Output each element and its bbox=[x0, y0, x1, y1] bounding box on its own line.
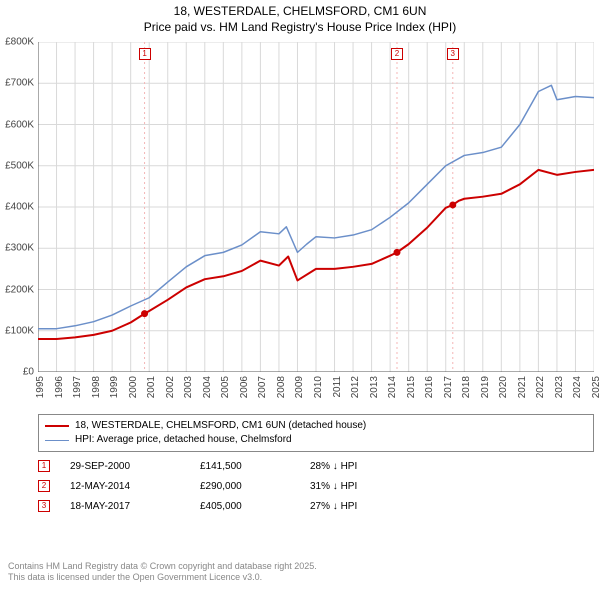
x-tick-label: 2003 bbox=[183, 376, 194, 398]
y-tick-label: £100K bbox=[0, 325, 34, 336]
x-tick-label: 2023 bbox=[554, 376, 565, 398]
legend-row: HPI: Average price, detached house, Chel… bbox=[45, 433, 587, 447]
sale-marker-box: 1 bbox=[139, 48, 151, 60]
x-tick-label: 2014 bbox=[387, 376, 398, 398]
y-tick-label: £200K bbox=[0, 284, 34, 295]
x-tick-label: 2011 bbox=[332, 376, 343, 398]
x-tick-label: 2007 bbox=[257, 376, 268, 398]
sale-marker-box: 3 bbox=[447, 48, 459, 60]
x-tick-label: 2001 bbox=[146, 376, 157, 398]
title-line1: 18, WESTERDALE, CHELMSFORD, CM1 6UN bbox=[0, 4, 600, 20]
x-tick-label: 2002 bbox=[165, 376, 176, 398]
x-tick-label: 2024 bbox=[572, 376, 583, 398]
sale-delta: 31% ↓ HPI bbox=[310, 481, 420, 492]
x-tick-label: 2021 bbox=[517, 376, 528, 398]
plot-svg bbox=[38, 42, 594, 372]
y-tick-label: £300K bbox=[0, 243, 34, 254]
x-tick-label: 2019 bbox=[480, 376, 491, 398]
x-tick-label: 2015 bbox=[406, 376, 417, 398]
attribution: Contains HM Land Registry data © Crown c… bbox=[8, 561, 317, 584]
title-block: 18, WESTERDALE, CHELMSFORD, CM1 6UN Pric… bbox=[0, 0, 600, 35]
sale-delta: 27% ↓ HPI bbox=[310, 501, 420, 512]
sales-table: 1 29-SEP-2000 £141,500 28% ↓ HPI 2 12-MA… bbox=[38, 456, 594, 516]
sale-marker-box: 2 bbox=[391, 48, 403, 60]
legend: 18, WESTERDALE, CHELMSFORD, CM1 6UN (det… bbox=[38, 414, 594, 452]
chart-container: 18, WESTERDALE, CHELMSFORD, CM1 6UN Pric… bbox=[0, 0, 600, 590]
sale-number-box: 2 bbox=[38, 480, 50, 492]
x-tick-label: 1997 bbox=[72, 376, 83, 398]
y-tick-label: £0 bbox=[0, 367, 34, 378]
sale-price: £290,000 bbox=[200, 481, 290, 492]
legend-swatch bbox=[45, 440, 69, 441]
legend-swatch bbox=[45, 425, 69, 427]
sale-date: 12-MAY-2014 bbox=[70, 481, 180, 492]
x-tick-label: 2010 bbox=[313, 376, 324, 398]
x-tick-label: 2006 bbox=[239, 376, 250, 398]
sale-price: £405,000 bbox=[200, 501, 290, 512]
y-tick-label: £600K bbox=[0, 119, 34, 130]
x-tick-label: 2013 bbox=[369, 376, 380, 398]
sale-delta: 28% ↓ HPI bbox=[310, 461, 420, 472]
x-tick-label: 2025 bbox=[591, 376, 600, 398]
x-tick-label: 2009 bbox=[294, 376, 305, 398]
x-tick-label: 2005 bbox=[220, 376, 231, 398]
x-tick-label: 2000 bbox=[128, 376, 139, 398]
chart-area: £0£100K£200K£300K£400K£500K£600K£700K£80… bbox=[38, 42, 594, 372]
x-tick-label: 1995 bbox=[35, 376, 46, 398]
x-tick-label: 1999 bbox=[109, 376, 120, 398]
legend-label: HPI: Average price, detached house, Chel… bbox=[75, 433, 292, 447]
sale-date: 18-MAY-2017 bbox=[70, 501, 180, 512]
sale-date: 29-SEP-2000 bbox=[70, 461, 180, 472]
title-line2: Price paid vs. HM Land Registry's House … bbox=[0, 20, 600, 36]
attribution-line1: Contains HM Land Registry data © Crown c… bbox=[8, 561, 317, 573]
x-tick-label: 1998 bbox=[91, 376, 102, 398]
y-tick-label: £400K bbox=[0, 202, 34, 213]
x-tick-label: 2016 bbox=[424, 376, 435, 398]
x-tick-label: 2018 bbox=[461, 376, 472, 398]
y-tick-label: £700K bbox=[0, 78, 34, 89]
legend-label: 18, WESTERDALE, CHELMSFORD, CM1 6UN (det… bbox=[75, 419, 366, 433]
attribution-line2: This data is licensed under the Open Gov… bbox=[8, 572, 317, 584]
x-tick-label: 2022 bbox=[535, 376, 546, 398]
y-tick-label: £500K bbox=[0, 160, 34, 171]
sale-price: £141,500 bbox=[200, 461, 290, 472]
x-tick-label: 2008 bbox=[276, 376, 287, 398]
x-tick-label: 1996 bbox=[54, 376, 65, 398]
sale-number-box: 1 bbox=[38, 460, 50, 472]
x-tick-label: 2004 bbox=[202, 376, 213, 398]
x-tick-label: 2012 bbox=[350, 376, 361, 398]
table-row: 1 29-SEP-2000 £141,500 28% ↓ HPI bbox=[38, 456, 594, 476]
legend-row: 18, WESTERDALE, CHELMSFORD, CM1 6UN (det… bbox=[45, 419, 587, 433]
y-tick-label: £800K bbox=[0, 37, 34, 48]
table-row: 2 12-MAY-2014 £290,000 31% ↓ HPI bbox=[38, 476, 594, 496]
table-row: 3 18-MAY-2017 £405,000 27% ↓ HPI bbox=[38, 496, 594, 516]
sale-number-box: 3 bbox=[38, 500, 50, 512]
x-tick-label: 2017 bbox=[443, 376, 454, 398]
x-tick-label: 2020 bbox=[498, 376, 509, 398]
